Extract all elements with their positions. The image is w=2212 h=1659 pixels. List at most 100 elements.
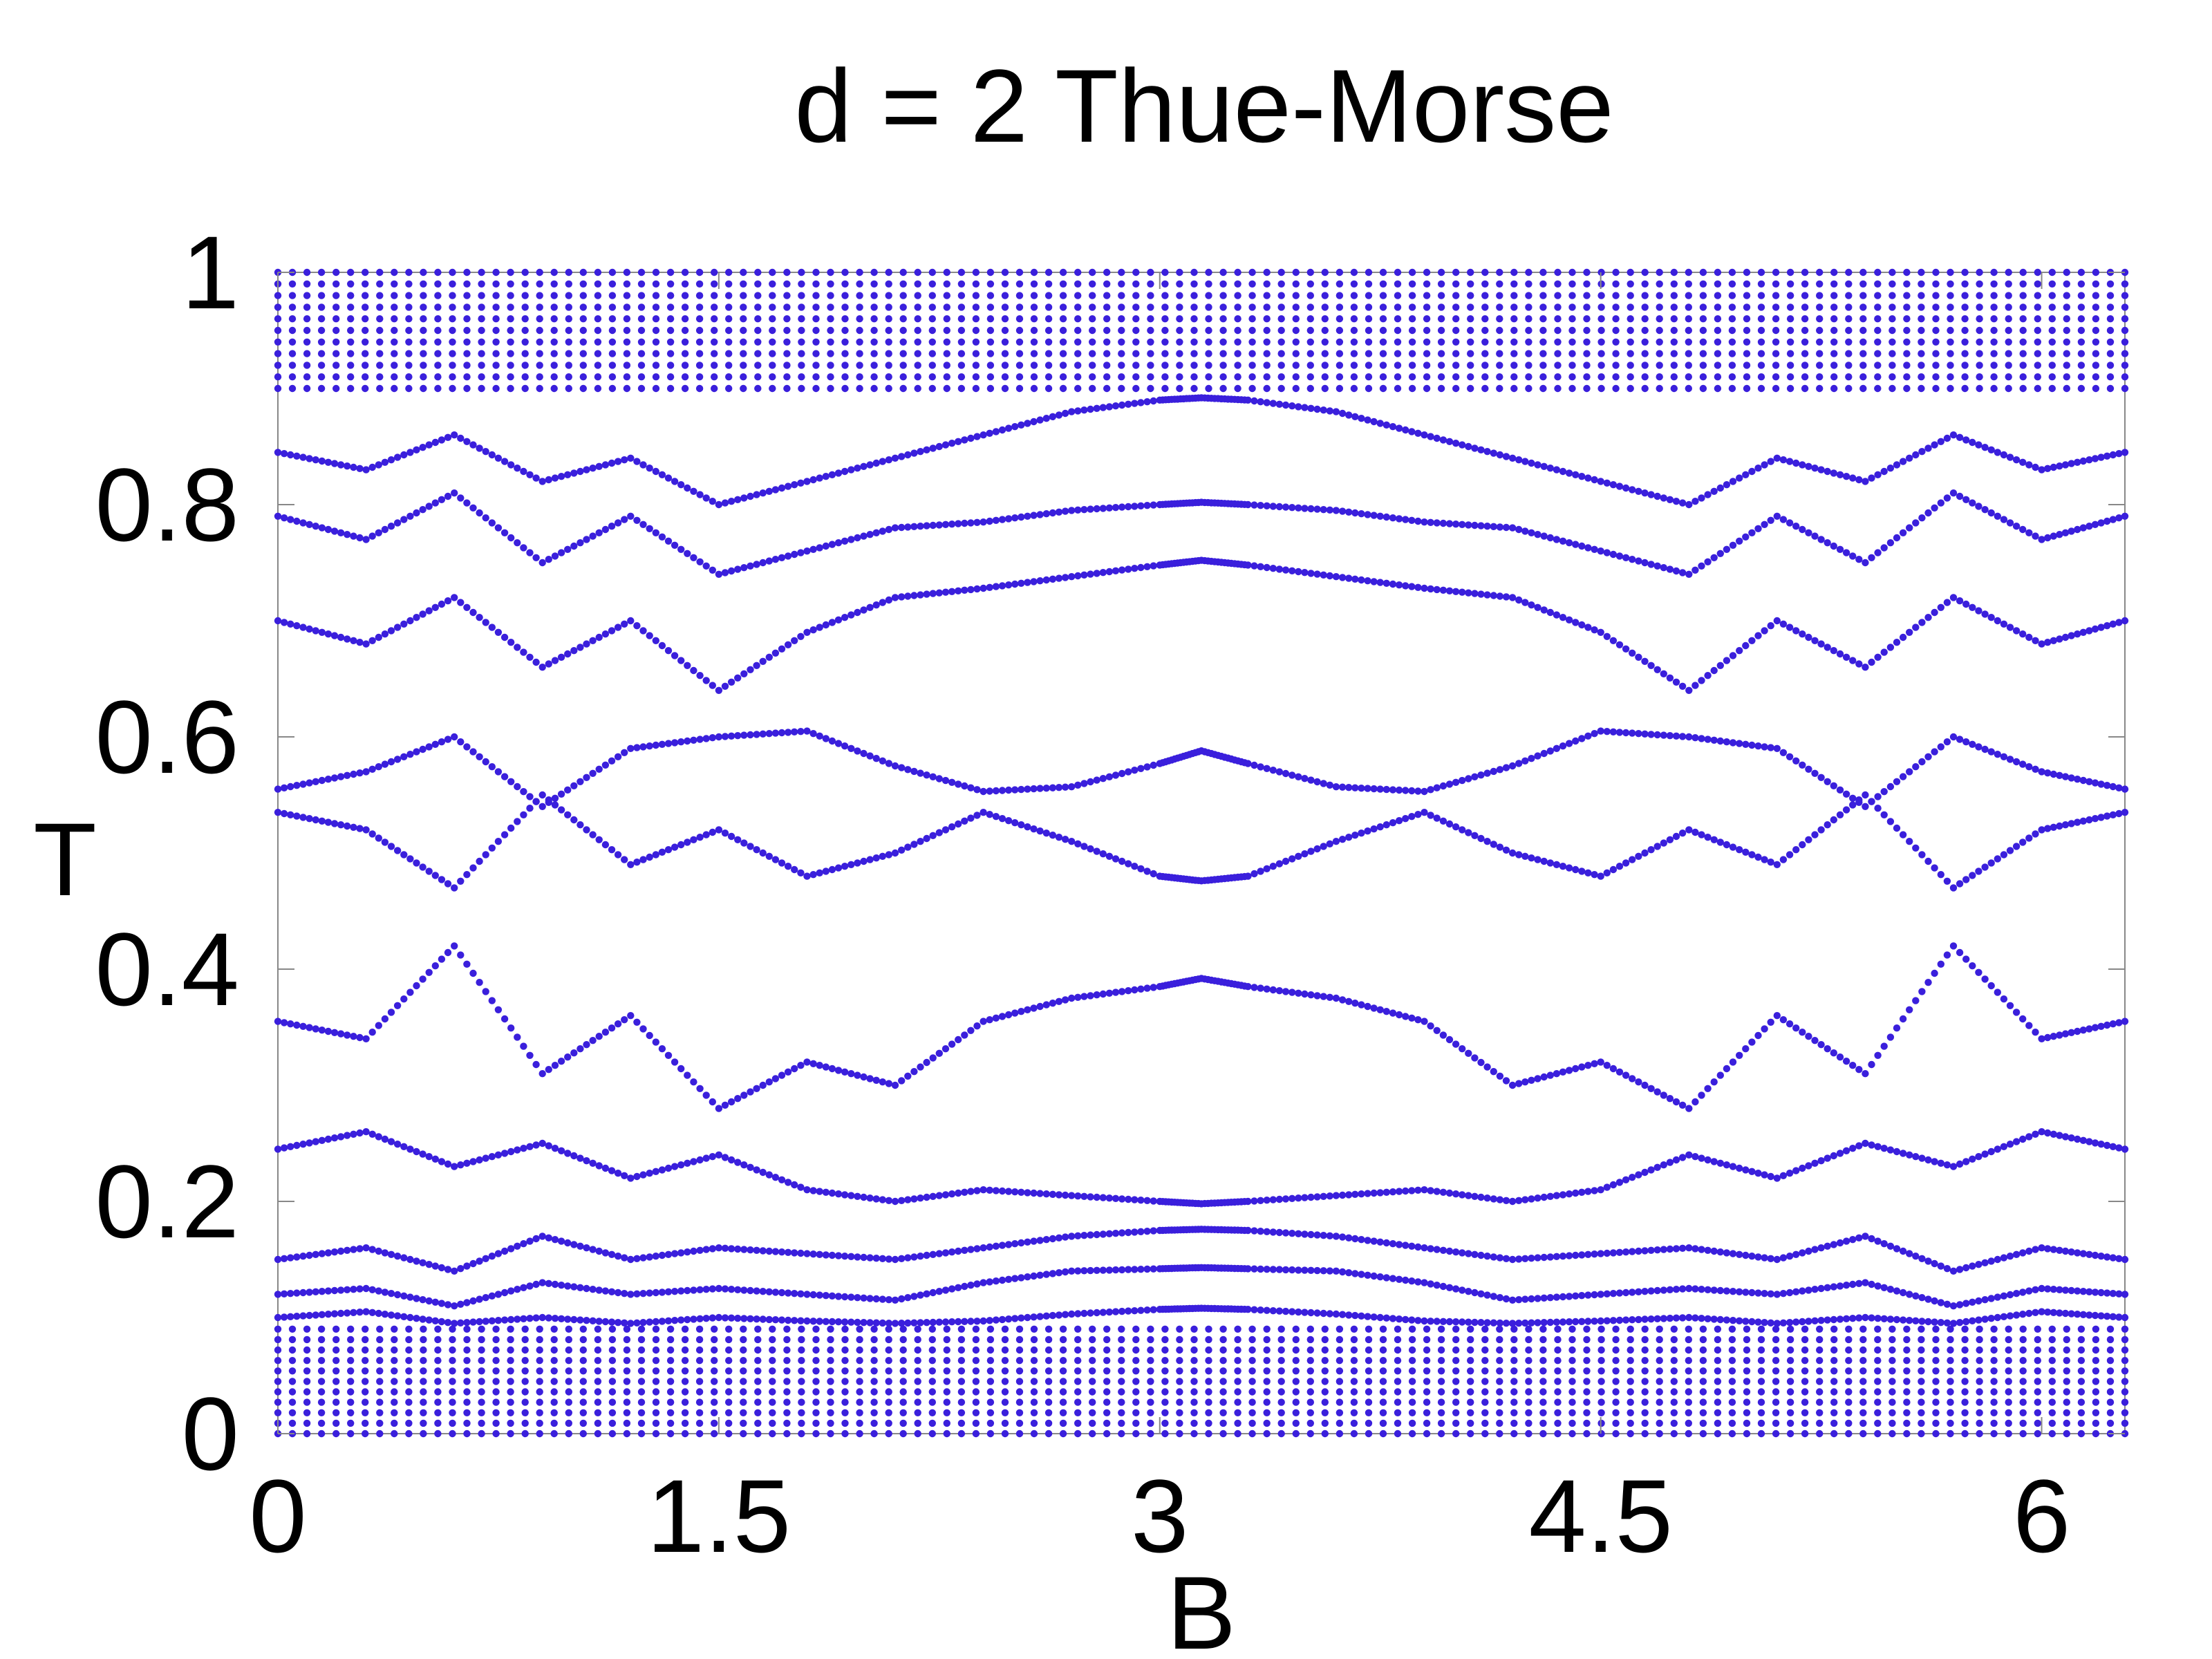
- spectrum-point: [1269, 503, 1277, 510]
- spectrum-point: [1754, 1031, 1762, 1040]
- dense-band-point: [2034, 1419, 2041, 1427]
- spectrum-point: [872, 459, 880, 467]
- spectrum-point: [1591, 871, 1598, 879]
- dense-band-point: [1089, 1419, 1096, 1427]
- dense-band-point: [1554, 1398, 1562, 1406]
- dense-band-point: [1757, 268, 1765, 276]
- dense-band-point: [1597, 1398, 1605, 1406]
- dense-band-point: [1612, 1388, 1620, 1396]
- spectrum-point: [1257, 563, 1264, 570]
- dense-band-point: [1161, 350, 1169, 357]
- dense-band-point: [957, 1357, 966, 1365]
- dense-band-point: [434, 1325, 442, 1333]
- dense-band-point: [1161, 1398, 1169, 1406]
- spectrum-point: [451, 489, 458, 497]
- spectrum-point: [274, 809, 282, 816]
- dense-band-point: [1219, 373, 1227, 381]
- dense-band-point: [885, 373, 892, 381]
- spectrum-point: [816, 544, 823, 552]
- spectrum-point: [2006, 519, 2014, 527]
- dense-band-point: [1118, 1430, 1125, 1438]
- dense-band-point: [1976, 1335, 1983, 1344]
- dense-band-point: [1670, 1409, 1678, 1416]
- dense-band-point: [521, 1367, 529, 1375]
- dense-band-point: [434, 292, 442, 299]
- dense-band-point: [1132, 292, 1140, 299]
- dense-band-point: [1627, 1409, 1634, 1416]
- dense-band-point: [332, 292, 340, 299]
- dense-band-point: [565, 1367, 572, 1375]
- spectrum-point: [696, 1156, 704, 1164]
- spectrum-point: [1288, 402, 1296, 410]
- dense-band-point: [1015, 1409, 1024, 1416]
- spectrum-point: [1660, 731, 1667, 739]
- spectrum-point: [1962, 1158, 1970, 1165]
- spectrum-point: [1615, 863, 1624, 870]
- dense-band-point: [1816, 292, 1824, 299]
- spectrum-point: [1382, 513, 1391, 521]
- dense-band-point: [2121, 362, 2129, 369]
- spectrum-point: [784, 729, 792, 736]
- dense-band-point: [754, 280, 762, 288]
- spectrum-point: [419, 506, 427, 514]
- dense-band-point: [1699, 268, 1707, 276]
- dense-band-point: [1612, 268, 1620, 276]
- spectrum-point: [1099, 990, 1107, 998]
- dense-band-point: [1641, 373, 1649, 381]
- dense-band-point: [841, 373, 849, 381]
- dense-band-point: [492, 338, 500, 346]
- dense-band-point: [666, 1335, 675, 1344]
- dense-band-point: [986, 1357, 995, 1365]
- spectrum-point: [1439, 586, 1447, 594]
- spectrum-point: [1074, 506, 1082, 514]
- dense-band-point: [1365, 292, 1373, 299]
- dense-band-point: [1481, 326, 1489, 335]
- spectrum-point: [1836, 650, 1844, 658]
- spectrum-point: [526, 471, 534, 478]
- dense-band-point: [1074, 1388, 1082, 1396]
- dense-band-point: [1350, 1430, 1358, 1438]
- dense-band-point: [1234, 1335, 1241, 1344]
- dense-band-point: [608, 1398, 617, 1406]
- spectrum-point: [1849, 474, 1857, 482]
- dense-band-point: [928, 1357, 937, 1365]
- dense-band-point: [957, 1325, 966, 1333]
- dense-band-point: [1714, 373, 1722, 381]
- dense-band-point: [449, 1430, 456, 1438]
- dense-band-point: [1365, 303, 1373, 311]
- dense-band-point: [1059, 1346, 1067, 1354]
- spectrum-point: [1723, 545, 1731, 553]
- dense-band-point: [1394, 280, 1402, 288]
- dense-band-point: [1205, 362, 1212, 369]
- spectrum-point: [1716, 550, 1724, 557]
- dense-band-point: [1918, 1388, 1925, 1396]
- dense-band-point: [812, 326, 820, 335]
- spectrum-point: [463, 499, 471, 507]
- spectrum-point: [1030, 512, 1038, 519]
- spectrum-point: [538, 559, 546, 567]
- spectrum-point: [564, 1053, 572, 1061]
- dense-band-point: [856, 362, 863, 369]
- dense-band-point: [1496, 362, 1503, 369]
- spectrum-point: [482, 619, 489, 626]
- spectrum-point: [557, 473, 565, 480]
- dense-band-point: [1044, 1357, 1053, 1365]
- spectrum-point: [1949, 733, 1958, 741]
- spectrum-point: [1937, 438, 1944, 445]
- spectrum-point: [1370, 825, 1378, 833]
- dense-band-point: [1044, 280, 1053, 288]
- spectrum-point: [841, 614, 849, 621]
- spectrum-point: [1553, 1192, 1561, 1199]
- dense-band-point: [1597, 1409, 1605, 1416]
- spectrum-point: [400, 1143, 408, 1151]
- dense-band-point: [405, 315, 413, 323]
- dense-band-point: [1089, 1430, 1096, 1438]
- spectrum-point: [1559, 1068, 1567, 1076]
- spectrum-point: [356, 639, 364, 646]
- spectrum-point: [337, 773, 345, 780]
- dense-band-point: [1990, 280, 1998, 288]
- dense-band-point: [827, 292, 834, 299]
- spectrum-point: [1862, 1070, 1869, 1078]
- spectrum-point: [1779, 1172, 1788, 1180]
- spectrum-point: [1036, 1190, 1044, 1197]
